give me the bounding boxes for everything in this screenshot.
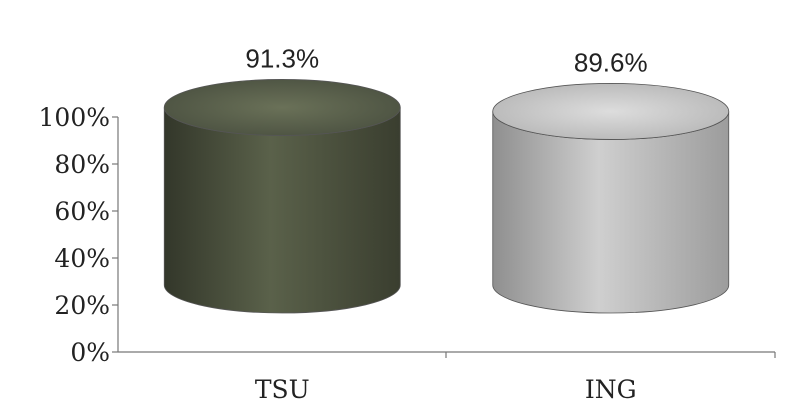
category-label-tsu: TSU: [255, 375, 310, 404]
bar-top: [492, 83, 730, 140]
axes: [117, 117, 776, 358]
y-tick-label: 40%: [54, 244, 110, 273]
data-label-tsu: 91.3%: [245, 43, 319, 73]
bar-tsu: [163, 79, 401, 314]
y-tick-label: 20%: [54, 291, 110, 320]
data-label-ing: 89.6%: [574, 47, 648, 77]
bars: [163, 79, 730, 314]
y-tick-label: 0%: [70, 338, 110, 367]
category-label-ing: ING: [585, 375, 637, 404]
data-labels: 91.3% 89.6%: [245, 43, 647, 77]
bar-body: [163, 107, 401, 314]
y-tick-label: 80%: [54, 150, 110, 179]
y-tick-label: 60%: [54, 197, 110, 226]
bar-top: [163, 79, 401, 136]
bar-ing: [492, 83, 730, 314]
y-axis-ticks: 0% 20% 40% 60% 80% 100%: [39, 103, 118, 367]
category-labels: TSU ING: [255, 375, 637, 404]
y-tick-label: 100%: [39, 103, 110, 132]
bar-body: [492, 111, 730, 314]
